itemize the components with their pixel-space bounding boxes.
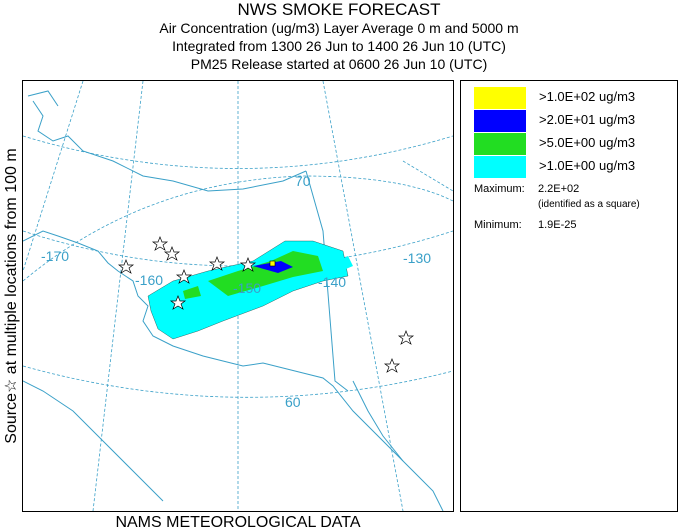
maximum-label: Maximum: [474, 183, 525, 195]
border-line [305, 170, 349, 392]
smoke-map: 70 60 -170 -160 -150 -140 -130 [22, 80, 454, 512]
maximum-value: 2.2E+02 [538, 183, 580, 195]
label-lon140: -140 [318, 274, 346, 290]
label-lat60: 60 [285, 394, 301, 410]
legend-label-3: >5.0E+00 ug/m3 [539, 135, 636, 150]
maximum-note: (identified as a square) [538, 199, 640, 210]
source-stars [117, 236, 415, 373]
legend-swatch-4 [474, 156, 526, 178]
source-star [117, 259, 135, 274]
source-star [208, 256, 226, 271]
subtitle-integration: Integrated from 1300 26 Jun to 1400 26 J… [172, 38, 506, 54]
label-lon130: -130 [403, 250, 431, 266]
legend-swatch-1 [474, 87, 526, 109]
plume-patch-west [183, 286, 201, 299]
lat-line-70 [22, 175, 454, 282]
islands-coast [27, 90, 59, 107]
graticule-labels: 70 60 -170 -160 -150 -140 -130 [41, 173, 431, 410]
label-lon170: -170 [41, 248, 69, 264]
subtitle-release: PM25 Release started at 0600 26 Jun 10 (… [190, 56, 488, 72]
legend-label-1: >1.0E+02 ug/m3 [539, 89, 636, 104]
maximum-square [269, 260, 276, 267]
panhandle-coast [352, 380, 404, 462]
label-lat70: 70 [295, 173, 311, 189]
legend-swatch-3 [474, 133, 526, 155]
label-lon160: -160 [135, 272, 163, 288]
lon-line-140 [322, 80, 404, 512]
source-side-label: Source☆ at multiple locations from 100 m [3, 148, 20, 444]
legend-panel: >1.0E+02 ug/m3 >2.0E+01 ug/m3 >5.0E+00 u… [460, 80, 678, 512]
source-star [383, 358, 401, 373]
plume-patch-east [338, 256, 353, 271]
source-star [397, 330, 415, 345]
footer-data-source: NAMS METEOROLOGICAL DATA [115, 514, 361, 531]
minimum-value: 1.9E-25 [538, 219, 577, 231]
map-title: NWS SMOKE FORECAST [237, 0, 441, 19]
source-star [239, 257, 257, 272]
lon-line-160 [92, 80, 144, 512]
subtitle-concentration: Air Concentration (ug/m3) Layer Average … [159, 20, 519, 36]
lat-line-75 [22, 135, 454, 169]
source-star [175, 269, 193, 284]
arctic-coast [32, 100, 307, 192]
lat-line-65 [22, 230, 454, 267]
source-star [151, 236, 169, 251]
plume-layer-5 [208, 251, 323, 296]
aleutian-coast [22, 380, 164, 502]
southern-coast [22, 230, 444, 512]
plume-layer-20 [253, 261, 293, 273]
coastline [22, 90, 444, 512]
map-panel: 70 60 -170 -160 -150 -140 -130 [22, 80, 454, 512]
lon-line-170 [22, 80, 84, 272]
legend-label-4: >1.0E+00 ug/m3 [539, 158, 636, 173]
source-star [169, 295, 187, 310]
smoke-plume [147, 240, 353, 340]
minimum-label: Minimum: [474, 219, 522, 231]
legend-label-2: >2.0E+01 ug/m3 [539, 112, 636, 127]
source-star [163, 246, 181, 261]
label-lon150: -150 [233, 280, 261, 296]
legend-swatch-2 [474, 110, 526, 132]
